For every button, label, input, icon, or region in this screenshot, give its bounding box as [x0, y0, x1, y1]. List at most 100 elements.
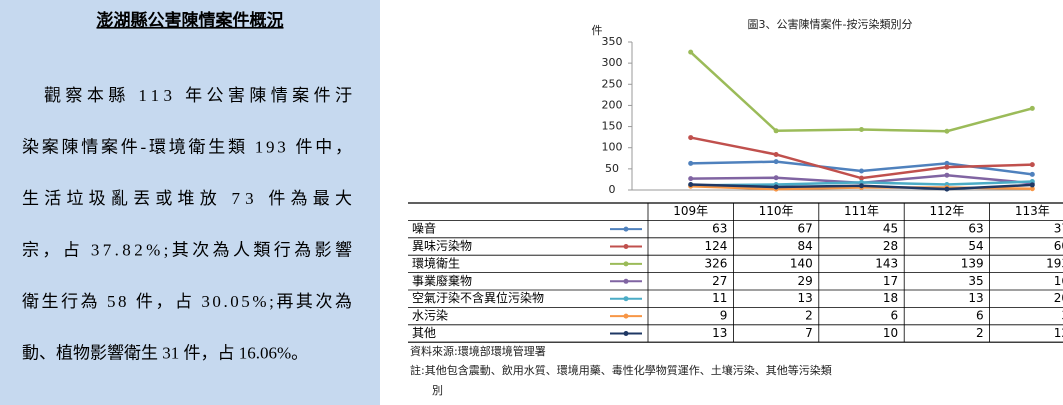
legend-label: 噪音 [412, 221, 436, 236]
y-tick-label: 50 [605, 162, 619, 175]
x-tick-label: 109年 [673, 204, 708, 218]
legend-label: 水污染 [412, 308, 448, 323]
legend-marker [623, 296, 629, 302]
table-value: 67 [798, 222, 813, 236]
legend-marker [623, 278, 629, 284]
legend-marker [623, 261, 629, 267]
data-point [773, 159, 779, 165]
data-point [773, 128, 779, 134]
legend-marker [623, 313, 629, 319]
legend-marker [623, 226, 629, 232]
table-value: 2 [805, 309, 813, 323]
y-tick-label: 300 [602, 56, 623, 69]
paragraph-line: 觀察本縣 113 年公害陳情案件汙 [44, 86, 352, 105]
table-value: 11 [712, 291, 727, 305]
data-point [688, 182, 694, 188]
table-value: 124 [704, 239, 727, 253]
data-point [944, 160, 950, 166]
table-value: 28 [883, 239, 898, 253]
table-value: 6 [976, 309, 984, 323]
data-point [773, 151, 779, 157]
table-value: 13 [798, 291, 813, 305]
data-point [944, 172, 950, 178]
paragraph-line: 動、植物影響衛生 31 件，占 16.06%。 [22, 343, 308, 362]
data-point [1029, 105, 1035, 111]
table-value: 45 [883, 222, 898, 236]
paragraph-line: 衛生行為 58 件，占 30.05%;再其次為 [22, 292, 352, 311]
table-value: 10 [883, 326, 898, 340]
table-value: 29 [798, 274, 813, 288]
legend-label: 空氣汙染不含異位污染物 [412, 290, 544, 305]
data-point [1029, 186, 1035, 192]
series-line [689, 51, 1033, 133]
legend-marker [623, 331, 629, 336]
table-value: 139 [961, 256, 984, 270]
table-value: 7 [805, 326, 813, 340]
table-value: 140 [790, 256, 813, 270]
table-value: 54 [968, 239, 983, 253]
table-value: 12 [1054, 326, 1063, 340]
source-note: 資料來源:環境部環境管理署 [410, 344, 546, 358]
table-value: 37 [1054, 222, 1063, 236]
data-point [944, 186, 950, 192]
legend-label: 事業廢棄物 [412, 273, 472, 288]
paragraph-line: 生活垃圾亂丟或堆放 73 件為最大 [22, 189, 352, 208]
legend-label: 其他 [412, 326, 436, 340]
table-value: 6 [891, 309, 899, 323]
x-tick-label: 111年 [844, 204, 879, 218]
data-point [859, 127, 864, 133]
x-tick-label: 110年 [759, 204, 794, 218]
side-panel [0, 0, 380, 405]
paragraph-line: 宗，占 37.82%;其次為人類行為影響 [22, 240, 352, 259]
table-value: 63 [712, 222, 727, 236]
y-tick-label: 0 [609, 183, 616, 196]
data-point [688, 135, 694, 141]
data-point [944, 128, 950, 134]
data-point [773, 175, 779, 181]
table-value: 13 [712, 326, 727, 340]
data-point [773, 184, 779, 190]
data-point [688, 160, 694, 166]
x-tick-label: 113年 [1015, 204, 1050, 218]
table-value: 16 [1054, 274, 1063, 288]
table-value: 20 [1054, 291, 1063, 305]
data-point [688, 49, 694, 55]
y-tick-label: 200 [602, 98, 623, 111]
table-value: 9 [720, 309, 728, 323]
legend-label: 環境衛生 [412, 255, 460, 270]
y-tick-label: 100 [602, 141, 623, 154]
table-value: 18 [883, 291, 898, 305]
table-value: 193 [1046, 256, 1063, 270]
data-point [1029, 162, 1035, 168]
table-value: 84 [798, 239, 813, 253]
legend-marker [623, 244, 629, 249]
data-point [859, 183, 864, 189]
y-tick-label: 150 [602, 120, 623, 133]
data-point [1029, 171, 1035, 177]
footnote: 別 [432, 384, 443, 397]
table-value: 35 [968, 274, 983, 288]
table-value: 2 [976, 326, 984, 340]
table-value: 63 [968, 222, 983, 236]
table-value: 13 [968, 291, 983, 305]
data-point [688, 176, 694, 182]
footnote: 註:其他包含震動、飲用水質、環境用藥、毒性化學物質運作、土壤污染、其他等污染類 [410, 363, 832, 377]
table-value: 60 [1054, 239, 1063, 253]
data-point [1029, 182, 1035, 188]
table-value: 143 [875, 256, 898, 270]
y-axis-label: 件 [592, 24, 603, 37]
data-point [944, 164, 950, 170]
data-point [859, 168, 864, 174]
chart-title: 圖3、公害陳情案件-按污染類別分 [748, 17, 913, 31]
y-tick-label: 350 [602, 35, 623, 48]
data-point [859, 175, 864, 181]
side-title: 澎湖縣公害陳情案件概況 [97, 10, 284, 30]
y-tick-label: 250 [602, 77, 623, 90]
table-value: 27 [712, 274, 727, 288]
table-value: 326 [704, 256, 727, 270]
legend-label: 異味污染物 [412, 238, 472, 253]
x-tick-label: 112年 [929, 204, 964, 218]
table-value: 17 [883, 274, 898, 288]
table-value: 3 [1061, 309, 1063, 323]
